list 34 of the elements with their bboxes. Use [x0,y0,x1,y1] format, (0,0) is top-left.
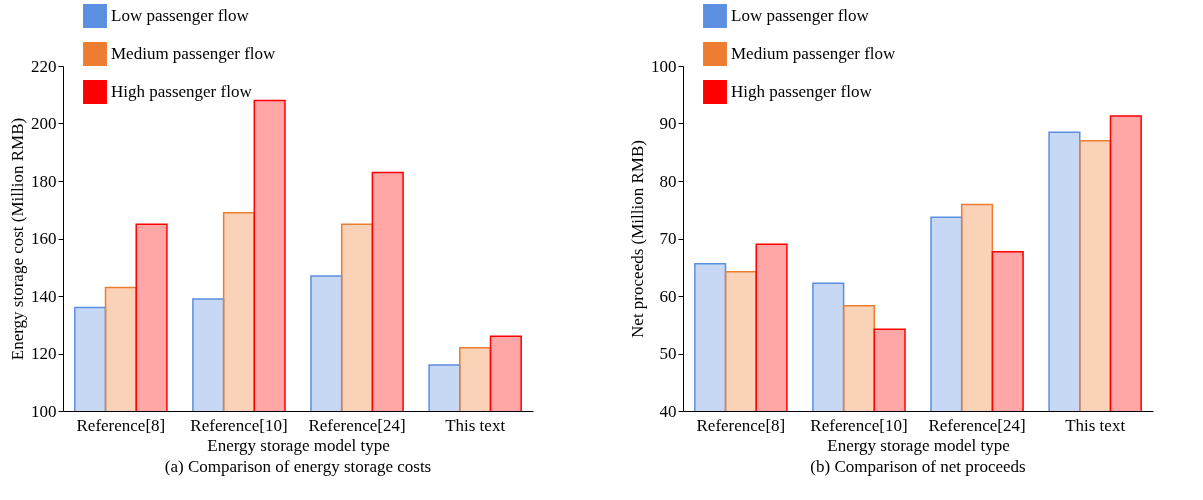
text: (a) Comparison of energy storage costs [164,457,432,476]
x-tick-label: Reference[24] [928,415,1026,435]
x-tick-label: Reference[10] [190,415,288,435]
y-tick-label: 180 [31,171,57,191]
y-axis-title: Energy storage cost (Million RMB) [8,117,27,361]
legend-label: Low passenger flow [111,6,250,25]
legend-label: Medium passenger flow [111,44,277,63]
y-tick-label: 80 [659,171,677,191]
y-tick-label: 60 [659,286,677,306]
legend-label: Low passenger flow [731,6,870,25]
x-axis-title: Energy storage model type [827,435,1010,455]
y-tick-label: 90 [659,114,677,133]
y-axis-title: Net proceeds (Million RMB) [628,140,647,338]
y-tick-label: 40 [659,401,677,421]
y-tick-label: 140 [31,286,57,306]
x-axis-title: Energy storage model type [207,435,390,455]
y-tick-label: 120 [31,344,57,363]
y-tick-label: 100 [31,401,57,421]
y-tick-label: 220 [31,56,57,76]
x-tick-label: Reference[24] [308,415,406,435]
x-tick-label: Reference[8] [696,415,786,435]
text: (b) Comparison of net proceeds [810,457,1026,476]
x-tick-label: Reference[8] [76,415,166,435]
y-tick-label: 200 [31,114,57,133]
y-tick-label: 70 [659,229,677,248]
legend-label: High passenger flow [731,82,873,101]
y-tick-label: 50 [659,344,677,363]
x-tick-label: This text [445,415,506,435]
x-tick-label: Reference[10] [810,415,908,435]
y-tick-label: 100 [651,56,677,76]
y-tick-label: 160 [31,229,57,248]
legend-label: Medium passenger flow [731,44,897,63]
legend-label: High passenger flow [111,82,253,101]
x-tick-label: This text [1065,415,1126,435]
